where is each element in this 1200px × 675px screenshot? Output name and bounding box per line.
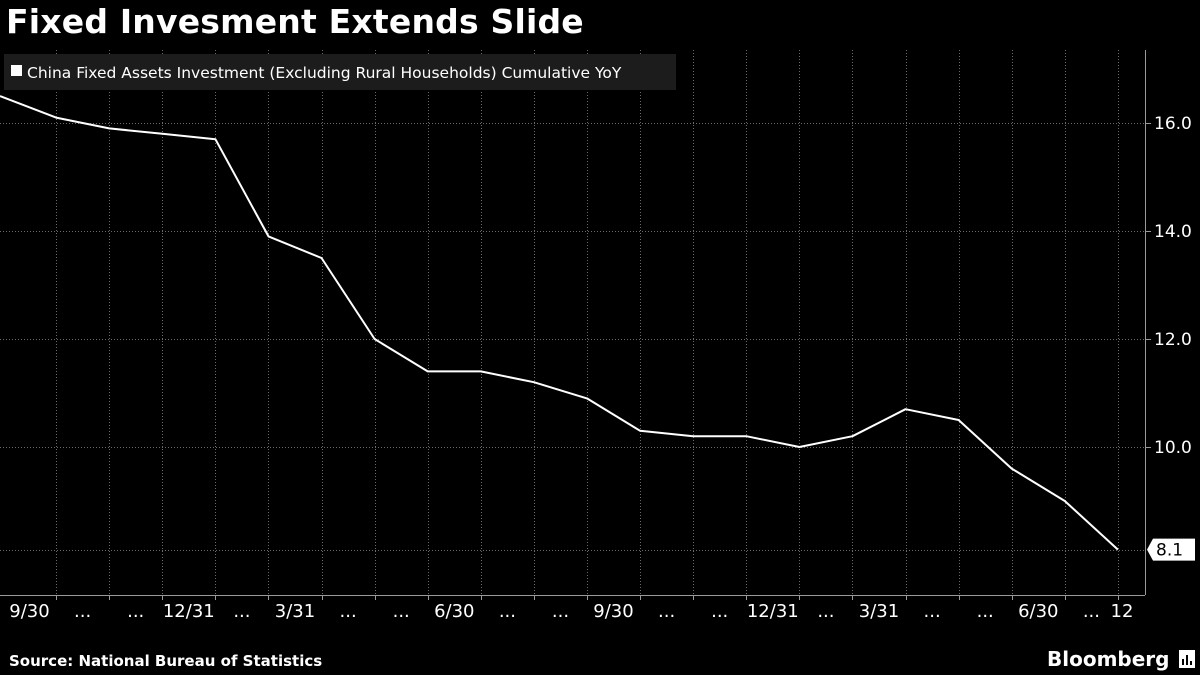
axes — [0, 50, 1146, 600]
x-tick-label: ... — [552, 601, 569, 622]
legend-label: China Fixed Assets Investment (Excluding… — [27, 64, 622, 82]
x-tick-label: 3/31 — [275, 601, 315, 622]
last-value-label: 8.1 — [1156, 541, 1183, 561]
series — [0, 95, 1119, 551]
series-line — [0, 95, 1119, 551]
x-tick-label: 12/31 — [163, 601, 215, 622]
source-note: Source: National Bureau of Statistics — [9, 652, 323, 670]
grid — [0, 50, 1145, 595]
x-tick-label: ... — [340, 601, 357, 622]
x-tick-label: ... — [393, 601, 410, 622]
x-tick-label: ... — [658, 601, 675, 622]
y-tick-label: 14.0 — [1154, 222, 1192, 242]
x-tick-label: ... — [1083, 601, 1100, 622]
x-tick-label: ... — [817, 601, 834, 622]
x-tick-label: 3/31 — [859, 601, 899, 622]
x-tick-label: ... — [127, 601, 144, 622]
y-tick-label: 10.0 — [1154, 438, 1192, 458]
x-tick-label: 12/31 — [747, 601, 799, 622]
x-tick-label: ... — [74, 601, 91, 622]
legend: China Fixed Assets Investment (Excluding… — [4, 54, 676, 90]
x-tick-labels: 9/30...... 12/31... 3/31...... 6/30...... 9/… — [9, 601, 1133, 622]
y-tick-label: 16.0 — [1154, 114, 1192, 134]
bloomberg-logo: Bloomberg — [1047, 647, 1170, 671]
legend-background — [4, 54, 676, 90]
y-tick-label: 12.0 — [1154, 330, 1192, 350]
x-tick-label: ... — [924, 601, 941, 622]
chart-title: Fixed Invesment Extends Slide — [6, 2, 584, 41]
x-tick-label: ... — [977, 601, 994, 622]
bloomberg-terminal-icon — [1179, 650, 1195, 668]
x-tick-label: 9/30 — [9, 601, 49, 622]
x-tick-label: 6/30 — [1018, 601, 1058, 622]
x-tick-label: ... — [499, 601, 516, 622]
x-tick-label: ... — [711, 601, 728, 622]
x-tick-label: 9/30 — [593, 601, 633, 622]
last-value-tag — [1147, 538, 1195, 561]
x-tick-label: ... — [233, 601, 250, 622]
x-tick-label: 6/30 — [434, 601, 474, 622]
y-tick-labels: 16.0 14.0 12.0 10.0 8.1 — [1145, 114, 1195, 561]
legend-swatch — [11, 65, 22, 76]
x-tick-label: 12 — [1111, 601, 1134, 622]
